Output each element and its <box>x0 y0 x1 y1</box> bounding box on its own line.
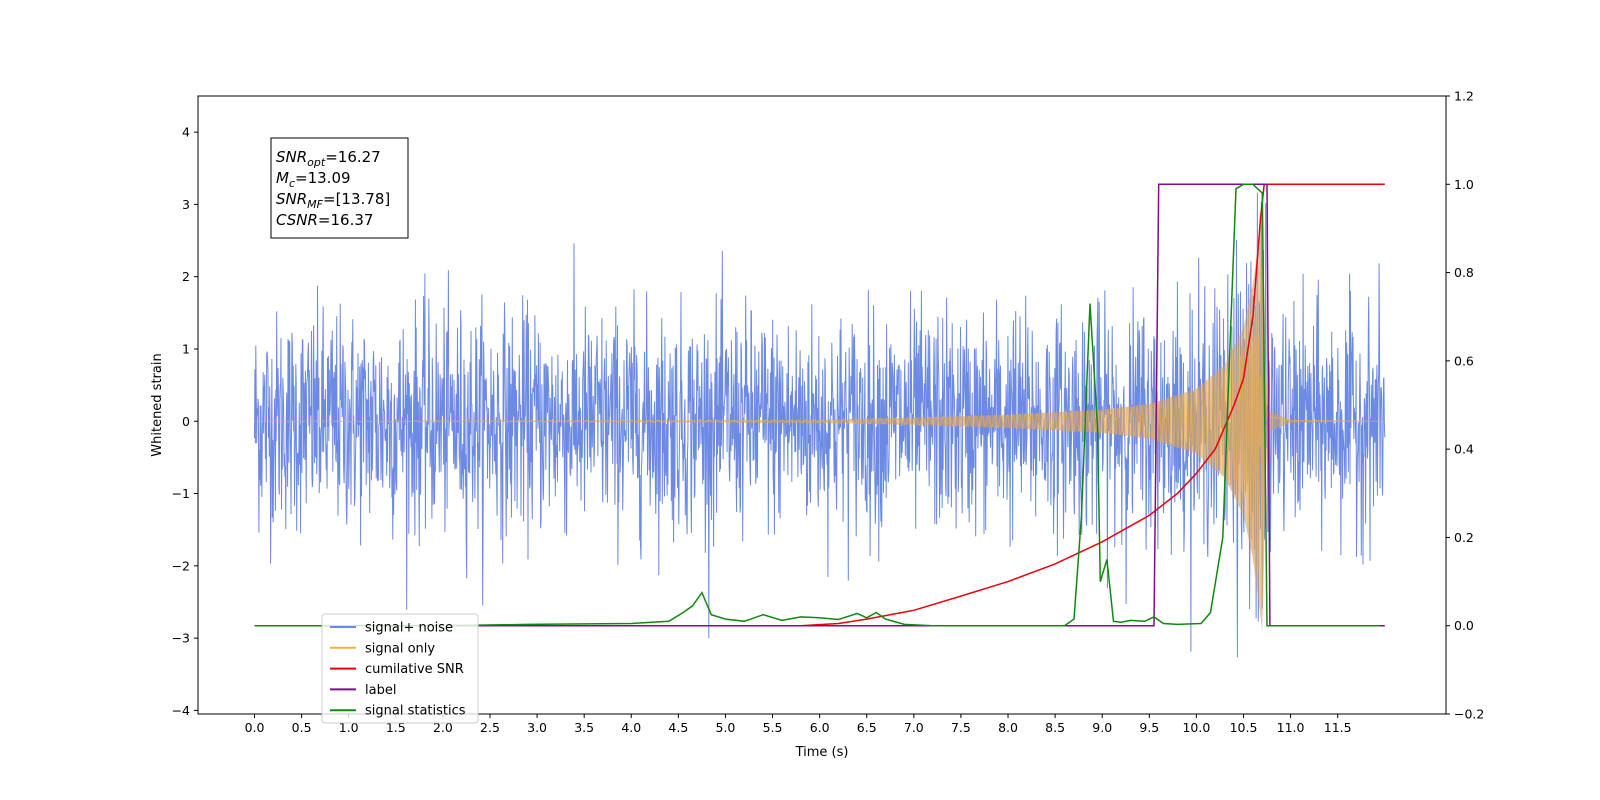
info-line: Mc=13.09 <box>276 169 351 190</box>
info-line: SNRopt=16.27 <box>276 148 381 169</box>
x-tick-label: 5.5 <box>763 720 783 735</box>
x-tick-label: 7.0 <box>904 720 924 735</box>
y2-tick-label: 0.6 <box>1454 353 1474 368</box>
x-tick-label: 3.0 <box>527 720 547 735</box>
legend-label: cumilative SNR <box>365 662 464 677</box>
x-tick-label: 9.5 <box>1139 720 1159 735</box>
info-line-base: M <box>276 169 289 187</box>
info-line-subscript: opt <box>307 156 326 169</box>
x-tick-label: 0.5 <box>292 720 312 735</box>
x-tick-label: 2.5 <box>480 720 500 735</box>
y2-tick-label: 1.2 <box>1454 89 1474 104</box>
x-axis-label: Time (s) <box>795 745 849 760</box>
y2-tick-label: 1.0 <box>1454 177 1474 192</box>
y2-tick-label: −0.2 <box>1454 707 1484 722</box>
y2-tick-label: 0.8 <box>1454 265 1474 280</box>
y-tick-label: −4 <box>172 703 190 718</box>
x-tick-label: 1.5 <box>386 720 406 735</box>
y-tick-label: 4 <box>182 125 190 140</box>
y-axis-left: −4 −3 −2 −1 0 1 2 3 4 <box>172 125 198 718</box>
y-tick-label: 0 <box>182 414 190 429</box>
x-tick-label: 11.0 <box>1277 720 1305 735</box>
x-tick-label: 2.0 <box>433 720 453 735</box>
x-axis: 0.0 0.5 1.0 1.5 2.0 2.5 3.0 3.5 4.0 4.5 5.0 5.5 6.0 6… <box>245 714 1352 735</box>
axes-frame <box>197 95 1447 715</box>
x-tick-label: 3.5 <box>574 720 594 735</box>
y2-tick-label: 0.0 <box>1454 618 1474 633</box>
x-tick-label: 7.5 <box>951 720 971 735</box>
info-box: SNRopt=16.27Mc=13.09SNRMF=[13.78]CSNR=16… <box>270 137 409 239</box>
x-tick-label: 8.5 <box>1045 720 1065 735</box>
info-line: SNRMF=[13.78] <box>276 190 390 211</box>
series-signal-statistics-line <box>254 183 1381 627</box>
legend-frame <box>321 613 479 724</box>
y-tick-label: 3 <box>182 197 190 212</box>
legend-label: signal+ noise <box>365 621 453 636</box>
y-axis-right: −0.2 0.0 0.2 0.4 0.6 0.8 1.0 1.2 <box>1446 89 1484 722</box>
y-tick-label: −3 <box>172 631 190 646</box>
x-tick-label: 6.5 <box>857 720 877 735</box>
info-line-subscript: MF <box>307 198 323 211</box>
y-tick-label: 2 <box>182 269 190 284</box>
x-tick-label: 9.0 <box>1092 720 1112 735</box>
legend: signal+ noise signal only cumilative SNR la… <box>321 613 479 724</box>
y-tick-label: −2 <box>172 558 190 573</box>
x-tick-label: 11.5 <box>1324 720 1352 735</box>
info-line-value: =13.09 <box>295 169 351 187</box>
series-cumilative-snr-line <box>254 183 1385 627</box>
info-line-base: SNR <box>276 148 307 166</box>
info-line-value: =16.27 <box>325 148 381 166</box>
x-tick-label: 10.5 <box>1230 720 1258 735</box>
x-tick-label: 1.0 <box>339 720 359 735</box>
info-line: CSNR=16.37 <box>276 211 373 229</box>
x-tick-label: 10.0 <box>1182 720 1210 735</box>
y2-tick-label: 0.4 <box>1454 442 1474 457</box>
x-tick-label: 8.0 <box>998 720 1018 735</box>
info-box-frame <box>270 137 409 239</box>
x-tick-label: 4.0 <box>621 720 641 735</box>
x-tick-label: 0.0 <box>245 720 265 735</box>
x-tick-label: 5.0 <box>716 720 736 735</box>
y2-tick-label: 0.2 <box>1454 530 1474 545</box>
info-line-value: =16.37 <box>318 211 374 229</box>
legend-label: label <box>365 683 396 698</box>
info-line-base: CSNR <box>276 211 318 229</box>
info-line-subscript: c <box>289 177 295 190</box>
series-signal-only-line <box>254 247 1385 604</box>
y-tick-label: −1 <box>172 486 190 501</box>
x-tick-label: 4.5 <box>668 720 688 735</box>
info-line-base: SNR <box>276 190 307 208</box>
plot-area <box>254 183 1386 658</box>
info-line-value: =[13.78] <box>323 190 390 208</box>
y-axis-label: Whitened strain <box>150 353 165 456</box>
legend-label: signal only <box>365 641 435 656</box>
x-tick-label: 6.0 <box>810 720 830 735</box>
legend-label: signal statistics <box>365 704 466 719</box>
y-tick-label: 1 <box>182 341 190 356</box>
